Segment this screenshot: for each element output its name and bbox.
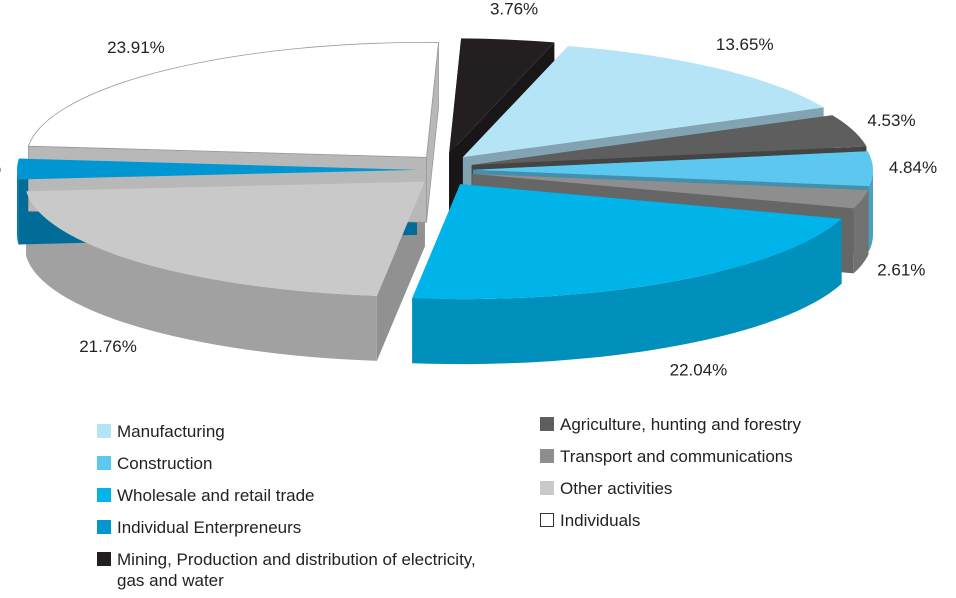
slice-top [17,158,418,180]
legend-item: Individual Enterpreneurs [97,517,477,538]
legend-swatch [97,424,111,438]
legend-label: Wholesale and retail trade [117,486,315,505]
slice-top [462,46,824,158]
data-label: 3.76% [490,0,538,18]
legend-swatch [97,488,111,502]
data-label: 21.76% [79,337,137,356]
legend-label: Transport and communications [560,447,793,466]
slice-top [449,38,555,154]
slice-side [868,169,873,252]
legend-item: Other activities [540,478,920,499]
legend-swatch [540,481,554,495]
slice-top [472,151,873,187]
chart: 3.76% 13.65% 4.53% 4.84% 2.61% 22.04% 21.76% 2.… [0,0,937,380]
legend-swatch [540,513,554,527]
data-label: 2.89% [0,158,1,177]
data-label: 4.53% [867,111,915,130]
data-label: 22.04% [670,361,728,380]
slice-side [17,169,19,245]
slice-top [26,181,425,296]
legend-label: Mining, Production and distribution of e… [117,550,476,590]
legend-swatch [540,417,554,431]
data-label: 4.84% [889,158,937,177]
legend-label: Other activities [560,479,673,498]
legend-item: Mining, Production and distribution of e… [97,549,477,591]
legend-swatch [540,449,554,463]
data-label: 23.91% [107,38,165,57]
data-label: 13.65% [716,35,774,54]
legend-swatch [97,520,111,534]
slice-top [471,115,867,165]
legend-item: Construction [97,453,477,474]
slice-side [853,190,869,274]
legend-item: Individuals [540,510,920,531]
legend-swatch [97,552,111,566]
tops [17,38,873,300]
slice-top [27,41,439,158]
slice-top [472,173,869,209]
slice-side [412,218,842,365]
legend-label: Individual Enterpreneurs [117,518,302,537]
legend-item: Wholesale and retail trade [97,485,477,506]
legend-label: Agriculture, hunting and forestry [560,415,801,434]
legend-label: Construction [117,454,213,473]
legend-label: Manufacturing [117,422,225,441]
legend-item: Manufacturing [97,421,477,442]
data-label: 2.61% [877,260,925,279]
legend-item: Transport and communications [540,446,920,467]
legend-swatch [97,456,111,470]
slice-side [26,191,377,361]
legend-item: Agriculture, hunting and forestry [540,414,920,435]
legend-label: Individuals [560,511,641,530]
slice-top [412,184,842,300]
